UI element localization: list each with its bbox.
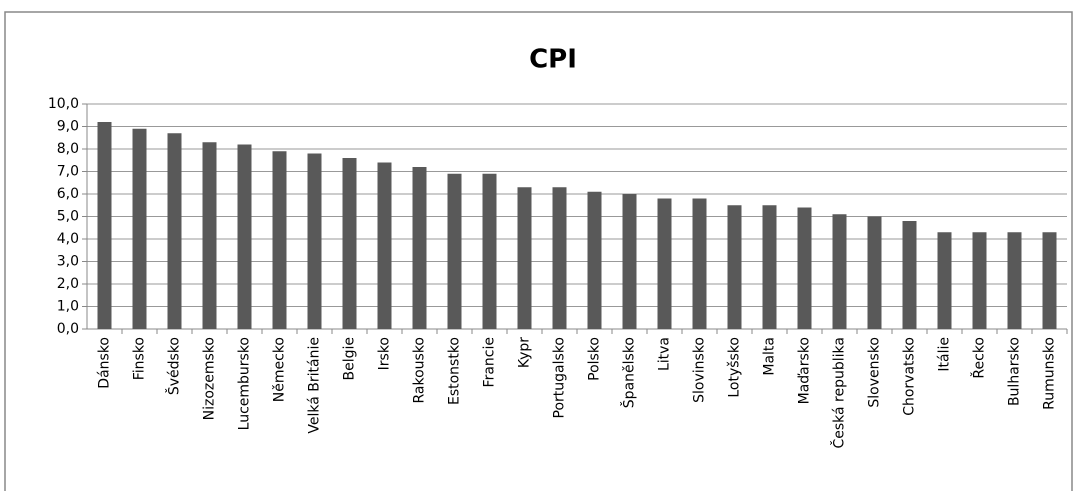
bar [937, 232, 952, 329]
x-tick-label: Maďarsko [797, 337, 813, 404]
bar [867, 216, 882, 329]
x-tick-label: Dánsko [97, 337, 113, 389]
y-tick-label: 6,0 [57, 186, 79, 202]
bar [657, 198, 672, 329]
y-tick-label: 9,0 [57, 119, 79, 135]
y-tick-label: 0,0 [57, 321, 79, 337]
x-tick-label: Velká Británie [307, 337, 323, 434]
x-tick-label: Rumunsko [1042, 337, 1058, 410]
x-tick-label: Nizozemsko [202, 337, 218, 420]
x-tick-label: Slovinsko [692, 337, 708, 403]
x-tick-label: Polsko [587, 337, 603, 381]
y-tick-label: 7,0 [57, 164, 79, 180]
x-tick-label: Francie [482, 337, 498, 387]
x-tick-label: Rakousko [412, 337, 428, 404]
bar [762, 205, 777, 329]
x-tick-label: Kypr [517, 337, 533, 368]
y-tick-label: 8,0 [57, 141, 79, 157]
bar [797, 207, 812, 329]
y-tick-label: 3,0 [57, 254, 79, 270]
y-tick-label: 10,0 [48, 96, 79, 112]
bar [412, 167, 427, 329]
x-tick-label: Lotyšsko [727, 337, 743, 398]
bar [972, 232, 987, 329]
bar [482, 173, 497, 329]
bar [727, 205, 742, 329]
bar [1042, 232, 1057, 329]
bar [202, 142, 217, 329]
bar [902, 221, 917, 329]
x-tick-label: Slovensko [867, 337, 883, 408]
x-tick-label: Bulharsko [1007, 337, 1023, 406]
x-tick-label: Česká republika [830, 337, 848, 449]
bar [237, 144, 252, 329]
bar [832, 214, 847, 329]
y-tick-label: 2,0 [57, 276, 79, 292]
x-tick-label: Malta [762, 337, 778, 376]
chart-title: CPI [529, 45, 577, 75]
x-tick-label: Lucembursko [237, 337, 253, 430]
bar [552, 187, 567, 329]
bar [622, 194, 637, 329]
x-tick-label: Portugalsko [552, 337, 568, 418]
bar [517, 187, 532, 329]
bar [342, 158, 357, 329]
bar [272, 151, 287, 329]
bar [587, 191, 602, 329]
bar [132, 128, 147, 329]
bar [1007, 232, 1022, 329]
y-tick-label: 5,0 [57, 209, 79, 225]
x-tick-label: Itálie [937, 337, 953, 372]
x-tick-label: Německo [272, 337, 288, 402]
bar [692, 198, 707, 329]
bar [167, 133, 182, 329]
y-tick-label: 1,0 [57, 299, 79, 315]
x-tick-label: Španělsko [620, 337, 638, 408]
x-tick-label: Irsko [377, 337, 393, 370]
x-tick-label: Řecko [971, 337, 988, 379]
x-tick-label: Litva [657, 337, 673, 371]
x-tick-label: Finsko [132, 337, 148, 380]
chart-frame [4, 11, 1073, 491]
x-tick-label: Belgie [342, 337, 358, 381]
bar [377, 162, 392, 329]
x-tick-label: Estonstko [447, 337, 463, 405]
y-tick-label: 4,0 [57, 231, 79, 247]
bar [307, 153, 322, 329]
x-tick-label: Švédsko [165, 337, 183, 395]
x-tick-label: Chorvatsko [902, 337, 918, 416]
bar [97, 122, 112, 329]
bar [447, 173, 462, 329]
